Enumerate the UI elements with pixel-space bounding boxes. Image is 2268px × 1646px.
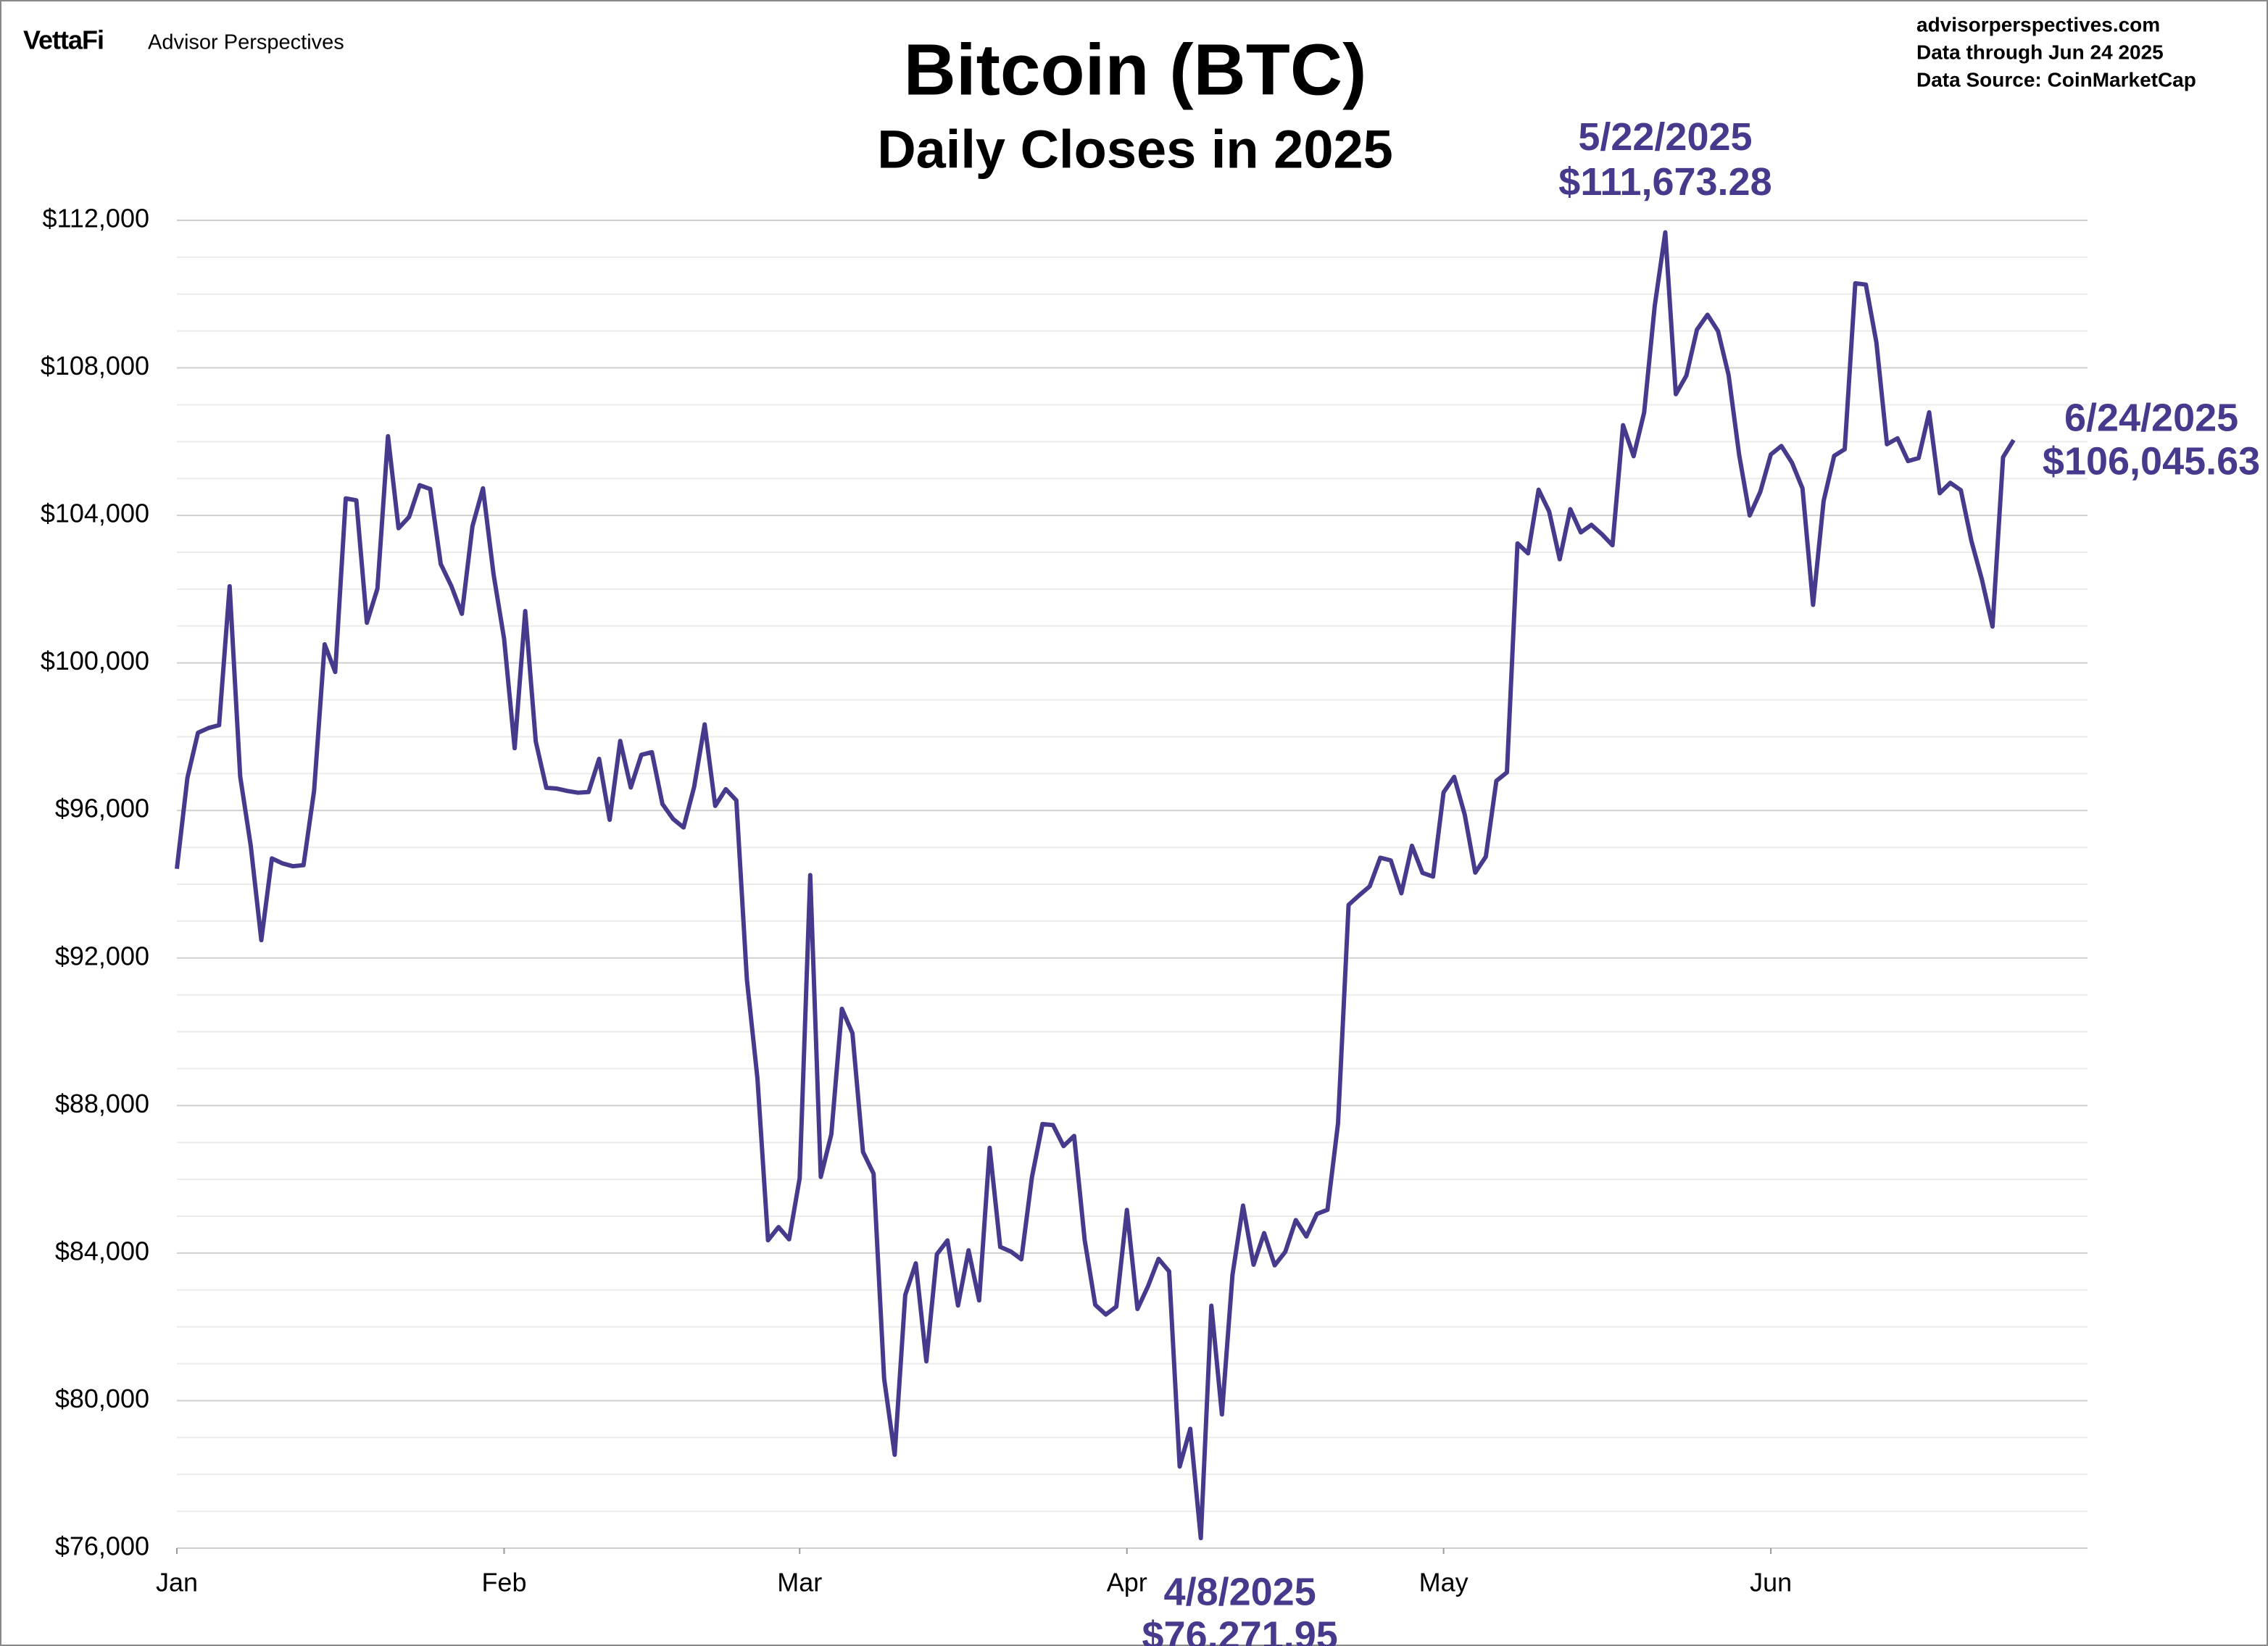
price-line xyxy=(175,230,2016,1541)
annotation-date: 6/24/2025 xyxy=(2064,396,2238,439)
annotation-price: $106,045.63 xyxy=(2043,439,2260,483)
chart-title: Bitcoin (BTC) xyxy=(904,29,1367,110)
y-tick-label: $84,000 xyxy=(55,1236,149,1265)
y-tick-label: $100,000 xyxy=(41,646,149,676)
x-tick-label: Feb xyxy=(481,1568,526,1597)
annotation-price: $76,271.95 xyxy=(1142,1613,1338,1646)
y-tick-label: $112,000 xyxy=(43,204,149,233)
annotation-date: 5/22/2025 xyxy=(1578,115,1752,159)
x-tick-label: Apr xyxy=(1107,1568,1147,1597)
data-source: Data Source: CoinMarketCap xyxy=(1916,68,2196,91)
data-through: Data through Jun 24 2025 xyxy=(1916,41,2164,63)
x-tick-label: Mar xyxy=(777,1568,822,1597)
y-tick-label: $104,000 xyxy=(41,499,149,528)
x-tick-label: Jun xyxy=(1750,1568,1792,1597)
site: advisorperspectives.com xyxy=(1916,13,2160,36)
y-tick-label: $92,000 xyxy=(55,941,149,970)
y-tick-label: $108,000 xyxy=(41,351,149,381)
logo: VettaFi xyxy=(23,25,104,55)
annotation-date: 4/8/2025 xyxy=(1164,1570,1316,1613)
y-tick-label: $88,000 xyxy=(55,1089,149,1118)
x-tick-label: Jan xyxy=(156,1568,198,1597)
y-tick-label: $96,000 xyxy=(55,794,149,823)
y-tick-label: $76,000 xyxy=(55,1531,149,1561)
annotation-price: $111,673.28 xyxy=(1558,160,1771,204)
brand: Advisor Perspectives xyxy=(148,31,344,54)
chart-subtitle: Daily Closes in 2025 xyxy=(877,120,1393,180)
y-tick-label: $80,000 xyxy=(55,1384,149,1413)
x-tick-label: May xyxy=(1419,1568,1469,1597)
